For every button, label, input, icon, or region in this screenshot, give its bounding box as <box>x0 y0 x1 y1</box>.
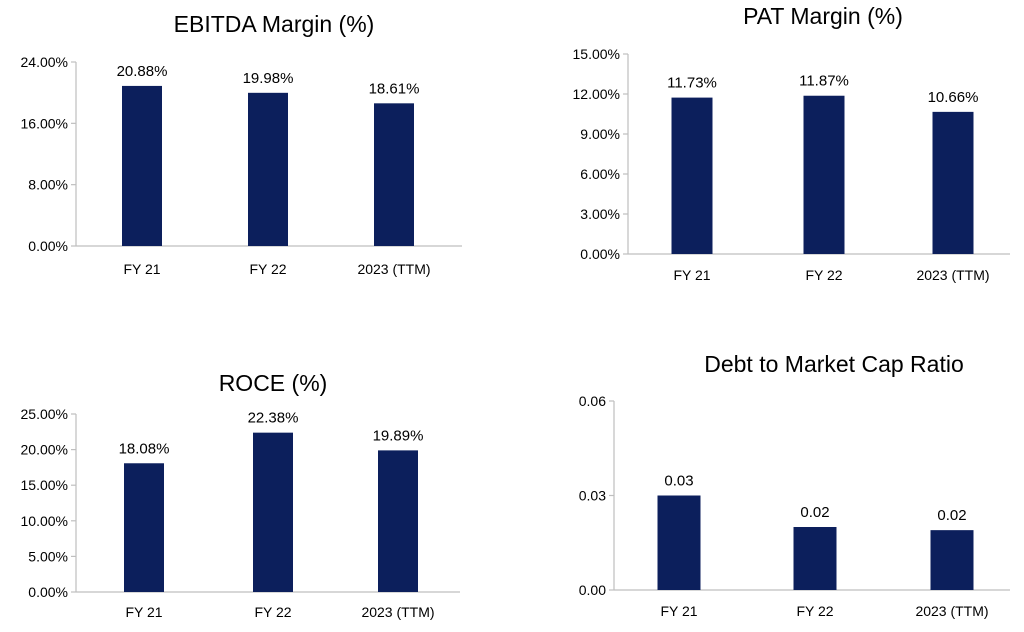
bar <box>803 95 845 254</box>
ebitda-margin-chart: EBITDA Margin (%) 0.00% 8.00% 16.00% 24.00% 2… <box>21 11 462 277</box>
category-label: FY 22 <box>796 603 833 619</box>
bar <box>793 527 837 590</box>
bar <box>657 495 701 590</box>
y-tick-label: 0.03 <box>579 488 606 504</box>
bar <box>930 530 974 590</box>
bar <box>932 111 974 254</box>
bar <box>253 432 293 592</box>
data-label: 20.88% <box>117 63 168 80</box>
chart-title: ROCE (%) <box>219 370 328 396</box>
category-label: 2023 (TTM) <box>357 261 430 277</box>
data-label: 10.66% <box>928 89 979 106</box>
y-tick-label: 0.06 <box>579 393 606 409</box>
category-label: FY 21 <box>125 604 162 620</box>
bar <box>374 103 414 246</box>
category-label: FY 21 <box>673 267 710 283</box>
y-tick-label: 9.00% <box>580 126 620 142</box>
category-label: FY 22 <box>249 261 286 277</box>
data-label: 0.02 <box>800 504 829 521</box>
y-tick-label: 6.00% <box>580 166 620 182</box>
y-tick-label: 3.00% <box>580 206 620 222</box>
y-tick-label: 24.00% <box>21 54 68 70</box>
data-label: 22.38% <box>248 410 299 427</box>
category-label: FY 22 <box>254 604 291 620</box>
data-label: 18.61% <box>369 80 420 97</box>
data-label: 11.87% <box>799 73 849 90</box>
chart-title: PAT Margin (%) <box>743 3 903 29</box>
bar <box>671 97 713 254</box>
y-tick-label: 0.00% <box>28 238 68 254</box>
bar <box>122 85 162 246</box>
data-label: 11.73% <box>667 75 717 92</box>
category-label: FY 21 <box>660 603 697 619</box>
y-tick-label: 20.00% <box>21 442 68 458</box>
y-tick-label: 15.00% <box>21 477 68 493</box>
data-label: 18.08% <box>119 440 170 457</box>
pat-margin-chart: PAT Margin (%) 0.00% 3.00% 6.00% 9.00% 12.00%… <box>573 3 1010 283</box>
y-tick-label: 5.00% <box>28 548 68 564</box>
data-label: 0.03 <box>664 473 693 490</box>
data-label: 19.89% <box>373 427 424 444</box>
category-label: 2023 (TTM) <box>361 604 434 620</box>
y-tick-label: 0.00% <box>580 246 620 262</box>
data-label: 0.02 <box>937 507 966 524</box>
bar <box>124 463 164 592</box>
y-tick-label: 8.00% <box>28 177 68 193</box>
bar <box>248 92 288 246</box>
data-label: 19.98% <box>243 70 294 87</box>
debt-to-market-cap-chart: Debt to Market Cap Ratio 0.00 0.03 0.06 0.03… <box>579 351 1010 619</box>
chart-title: EBITDA Margin (%) <box>174 11 375 37</box>
bar <box>378 450 418 592</box>
category-label: FY 22 <box>805 267 842 283</box>
y-tick-label: 16.00% <box>21 115 68 131</box>
y-tick-label: 25.00% <box>21 406 68 422</box>
category-label: 2023 (TTM) <box>915 603 988 619</box>
y-tick-label: 12.00% <box>573 86 620 102</box>
y-tick-label: 0.00 <box>579 582 606 598</box>
roce-chart: ROCE (%) 0.00% 5.00% 10.00% 15.00% 20.00% 25.0… <box>21 370 460 620</box>
y-tick-label: 15.00% <box>573 46 620 62</box>
chart-title: Debt to Market Cap Ratio <box>704 351 964 377</box>
category-label: FY 21 <box>123 261 160 277</box>
y-tick-label: 0.00% <box>28 584 68 600</box>
y-tick-label: 10.00% <box>21 513 68 529</box>
category-label: 2023 (TTM) <box>916 267 989 283</box>
